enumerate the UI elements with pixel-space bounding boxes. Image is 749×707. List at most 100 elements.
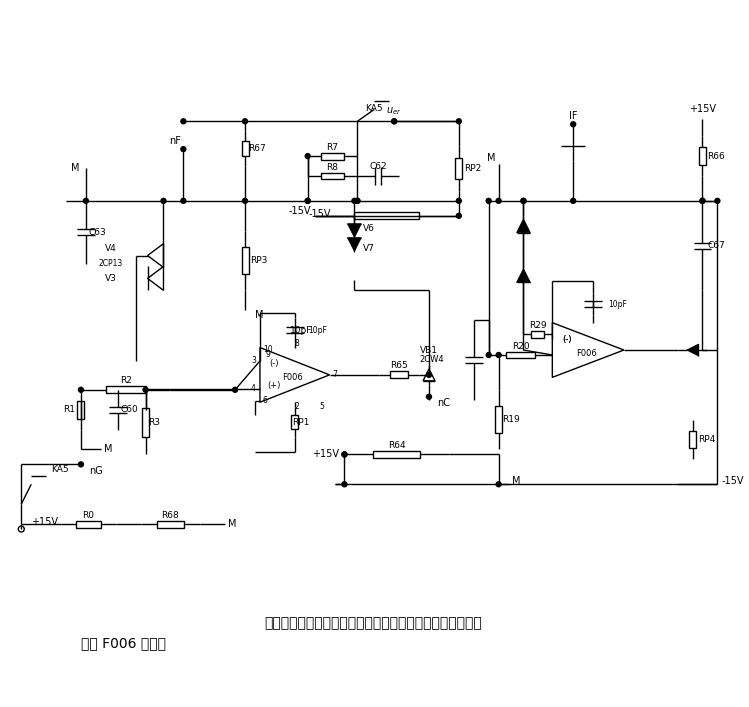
Text: IF: IF xyxy=(569,111,577,122)
Text: RP2: RP2 xyxy=(464,164,482,173)
Bar xyxy=(76,520,100,527)
Text: 2CP13: 2CP13 xyxy=(99,259,123,268)
Bar xyxy=(321,173,344,180)
Text: R29: R29 xyxy=(529,321,547,329)
Text: 10pF: 10pF xyxy=(290,326,312,334)
Text: 所示为龙门铣床调节器电路图。从图中可以看出主要由集成: 所示为龙门铣床调节器电路图。从图中可以看出主要由集成 xyxy=(264,617,482,631)
Text: R1: R1 xyxy=(63,405,75,414)
Circle shape xyxy=(426,395,431,399)
Bar xyxy=(241,247,249,274)
Circle shape xyxy=(181,146,186,151)
Circle shape xyxy=(83,199,88,204)
Text: nF: nF xyxy=(169,136,181,146)
Text: V6: V6 xyxy=(363,224,375,233)
Circle shape xyxy=(456,214,461,218)
Text: +15V: +15V xyxy=(689,105,716,115)
Text: (+): (+) xyxy=(267,381,281,390)
Circle shape xyxy=(342,481,347,486)
Circle shape xyxy=(392,119,397,124)
Text: 2: 2 xyxy=(294,402,299,411)
Text: R8: R8 xyxy=(327,163,339,172)
Circle shape xyxy=(486,199,491,204)
Text: RP3: RP3 xyxy=(250,256,267,265)
Text: V3: V3 xyxy=(105,274,117,283)
Text: 10pF: 10pF xyxy=(309,326,327,335)
Circle shape xyxy=(305,153,310,158)
Bar xyxy=(354,212,419,219)
Bar xyxy=(77,401,85,419)
Text: 9: 9 xyxy=(265,351,270,359)
Text: R67: R67 xyxy=(248,144,266,153)
Text: (-): (-) xyxy=(562,334,572,344)
Text: RP1: RP1 xyxy=(292,418,309,426)
Circle shape xyxy=(243,199,247,204)
Circle shape xyxy=(456,119,461,124)
Text: R3: R3 xyxy=(148,418,160,426)
Bar xyxy=(689,431,696,448)
Text: 10: 10 xyxy=(263,344,273,354)
Polygon shape xyxy=(348,223,361,238)
Text: +15V: +15V xyxy=(31,517,58,527)
Text: M: M xyxy=(512,477,520,486)
Circle shape xyxy=(355,199,360,204)
Text: M: M xyxy=(255,310,264,320)
Text: 4: 4 xyxy=(251,385,256,393)
Circle shape xyxy=(700,199,705,204)
Circle shape xyxy=(496,481,501,486)
Polygon shape xyxy=(517,218,530,233)
Text: M: M xyxy=(71,163,79,173)
Circle shape xyxy=(496,353,501,358)
Text: R0: R0 xyxy=(82,510,94,520)
Circle shape xyxy=(243,119,247,124)
Circle shape xyxy=(305,199,310,204)
Bar xyxy=(241,141,249,156)
Circle shape xyxy=(79,462,83,467)
Circle shape xyxy=(486,353,491,358)
Bar xyxy=(506,351,535,358)
Bar xyxy=(455,158,462,179)
Text: C60: C60 xyxy=(121,405,139,414)
Text: (-): (-) xyxy=(270,359,279,368)
Text: R68: R68 xyxy=(162,510,179,520)
Circle shape xyxy=(355,199,360,204)
Text: 5: 5 xyxy=(319,402,324,411)
Circle shape xyxy=(161,199,166,204)
Text: R7: R7 xyxy=(327,143,339,151)
Bar xyxy=(390,371,408,378)
Text: 6: 6 xyxy=(262,396,267,405)
Text: F006: F006 xyxy=(282,373,303,382)
Text: 3: 3 xyxy=(251,356,256,366)
Circle shape xyxy=(181,199,186,204)
Text: R2: R2 xyxy=(120,376,132,385)
Text: 电路 F006 组成。: 电路 F006 组成。 xyxy=(81,636,166,650)
Text: C67: C67 xyxy=(708,241,725,250)
Circle shape xyxy=(521,199,526,204)
Text: M: M xyxy=(228,519,237,529)
Text: M: M xyxy=(488,153,496,163)
Text: $u_{er}$: $u_{er}$ xyxy=(386,105,402,117)
Text: C62: C62 xyxy=(369,161,387,170)
Text: V7: V7 xyxy=(363,244,375,253)
Bar xyxy=(531,331,545,337)
Text: V4: V4 xyxy=(105,244,117,253)
Circle shape xyxy=(496,199,501,204)
Bar xyxy=(373,451,420,458)
Text: C63: C63 xyxy=(89,228,106,237)
Polygon shape xyxy=(517,269,530,282)
Circle shape xyxy=(456,199,461,204)
Text: R65: R65 xyxy=(390,361,408,370)
Text: M: M xyxy=(104,445,112,455)
Circle shape xyxy=(79,387,83,392)
Bar xyxy=(321,153,344,160)
Text: VB1: VB1 xyxy=(420,346,438,354)
Text: R20: R20 xyxy=(512,341,530,351)
Bar xyxy=(495,407,502,433)
Text: KA5: KA5 xyxy=(366,104,383,113)
Circle shape xyxy=(571,199,576,204)
Text: F006: F006 xyxy=(576,349,596,358)
Circle shape xyxy=(181,119,186,124)
Text: (-): (-) xyxy=(562,334,572,344)
Text: -15V: -15V xyxy=(288,206,311,216)
Text: RP4: RP4 xyxy=(698,435,715,444)
Text: 8: 8 xyxy=(294,339,299,348)
